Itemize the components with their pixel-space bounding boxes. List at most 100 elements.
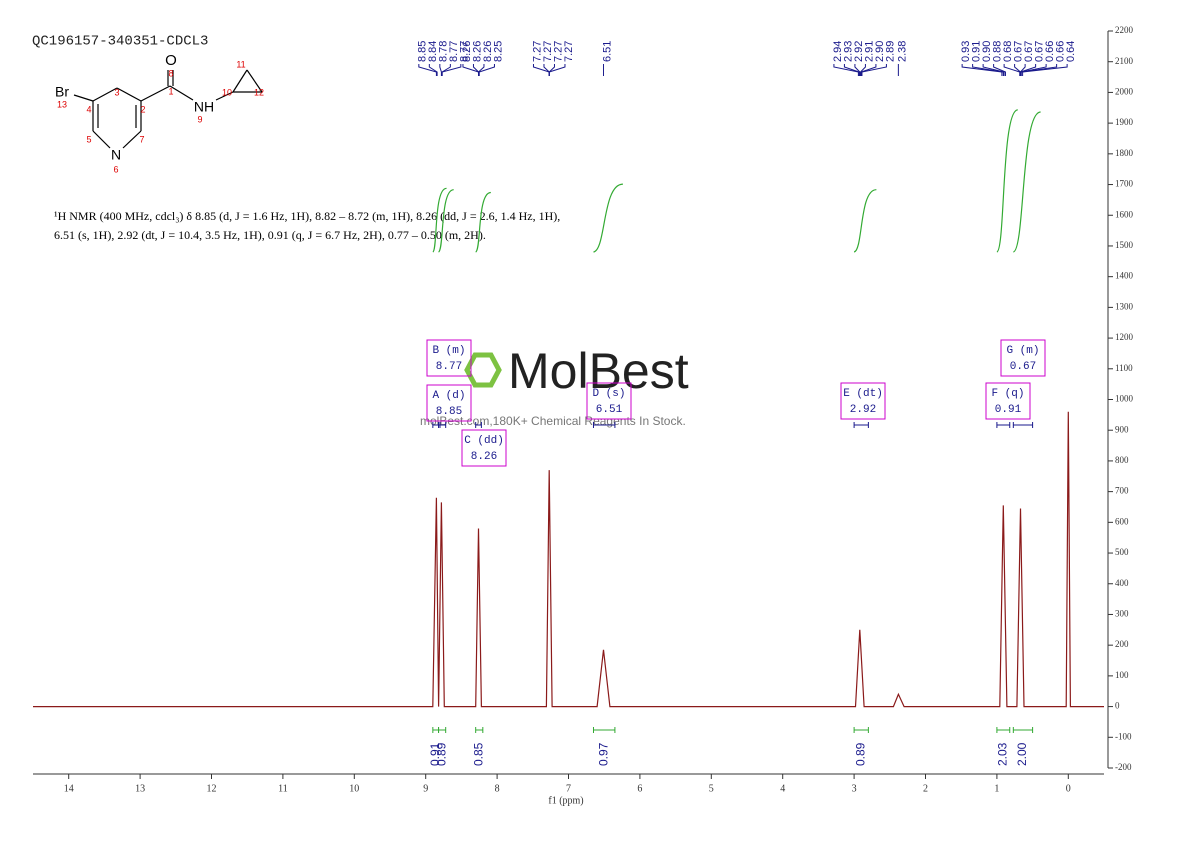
peak-label: 8.77: [448, 41, 460, 62]
x-axis-label: f1 (ppm): [548, 795, 583, 806]
peak-label: 2.90: [874, 41, 886, 62]
peak-connector: [993, 64, 1006, 76]
multiplet-range: [853, 422, 869, 428]
atom-label: 2: [140, 104, 145, 114]
y-tick-label: -200: [1115, 762, 1132, 772]
watermark-text: molBest.com,180K+ Chemical Reagents In S…: [420, 414, 686, 428]
peak-label: 8.26: [482, 41, 494, 62]
y-tick-label: 1200: [1115, 332, 1134, 342]
peak-label: 0.91: [971, 41, 983, 62]
peak-label: 7.27: [563, 41, 575, 62]
peak-label: 8.85: [417, 41, 429, 62]
integral-range: [438, 727, 447, 733]
multiplet-value: 2.92: [850, 404, 876, 416]
y-tick-label: 1700: [1115, 179, 1134, 189]
y-tick-label: 1400: [1115, 271, 1134, 281]
integral-range: [853, 727, 869, 733]
peak-label: 2.91: [863, 41, 875, 62]
peak-label: 8.25: [492, 41, 504, 62]
peak-connector: [833, 64, 859, 76]
peak-label: 7.27: [552, 41, 564, 62]
x-tick-label: 14: [64, 783, 74, 794]
peak-connector: [1020, 64, 1058, 76]
y-tick-label: 1900: [1115, 117, 1134, 127]
peak-connector: [860, 64, 877, 76]
peak-label: 8.77: [459, 41, 471, 62]
peak-connector: [961, 64, 1003, 76]
integral-value: 0.97: [596, 742, 610, 766]
integral-curve: [437, 189, 454, 253]
atom-label: 12: [254, 87, 264, 97]
peak-connector: [854, 64, 861, 76]
atom-label: Br: [55, 84, 69, 100]
atom-label: 5: [86, 134, 91, 144]
atom-label: 8: [168, 68, 173, 78]
integral-range: [475, 727, 484, 733]
multiplet-value: 8.85: [436, 406, 462, 418]
multiplet-label: B (m): [432, 345, 465, 357]
y-tick-label: 900: [1115, 424, 1129, 434]
peak-connector: [982, 64, 1005, 76]
integral-value: 0.85: [471, 742, 485, 766]
integral-range: [592, 727, 616, 733]
peak-connector: [543, 64, 550, 76]
peak-connector: [548, 64, 555, 76]
integral-curve: [996, 109, 1019, 253]
peak-connector: [478, 64, 495, 76]
multiplet-value: 8.26: [471, 451, 497, 463]
multiplet-box: [426, 339, 472, 377]
integral-value: 0.89: [853, 742, 867, 766]
peak-label: 2.93: [842, 41, 854, 62]
y-tick-label: 300: [1115, 609, 1129, 619]
multiplet-label: F (q): [991, 388, 1024, 400]
y-tick-label: -100: [1115, 731, 1132, 741]
y-tick-label: 1500: [1115, 240, 1134, 250]
peak-label: 8.78: [438, 41, 450, 62]
multiplet-box: [985, 382, 1031, 420]
atom-label: 1: [168, 86, 173, 96]
y-tick-label: 2100: [1115, 56, 1134, 66]
atom-label: 3: [114, 87, 119, 97]
multiplet-box: [461, 429, 507, 467]
x-tick-label: 1: [994, 783, 999, 794]
x-tick-label: 3: [852, 783, 857, 794]
integral-value: 0.91: [428, 742, 442, 766]
y-tick-label: 400: [1115, 578, 1129, 588]
peak-label: 8.26: [461, 41, 473, 62]
watermark-logo: MolBest: [508, 343, 689, 399]
y-tick-label: 1100: [1115, 363, 1133, 373]
atom-label: NH: [194, 99, 214, 115]
atom-label: 11: [236, 59, 245, 69]
integral-curve: [593, 183, 624, 253]
multiplet-label: E (dt): [843, 388, 883, 400]
x-tick-label: 7: [566, 783, 571, 794]
atom-label: 10: [222, 87, 232, 97]
peak-label: 0.90: [981, 41, 993, 62]
multiplet-value: 0.91: [995, 404, 1022, 416]
peak-connector: [472, 64, 480, 76]
multiplet-range: [475, 422, 482, 428]
multiplet-value: 0.67: [1010, 361, 1036, 373]
peak-connector: [861, 64, 887, 76]
peak-label: 0.93: [960, 41, 972, 62]
integral-value: 2.03: [995, 742, 1009, 766]
peak-connector: [439, 64, 442, 76]
y-tick-label: 0: [1115, 701, 1120, 711]
peak-label: 0.67: [1023, 41, 1035, 62]
peak-label: 8.26: [471, 41, 483, 62]
atom-label: N: [111, 147, 121, 163]
integral-curve: [432, 187, 447, 253]
peak-connector: [418, 64, 437, 76]
peak-connector: [428, 64, 438, 76]
peak-label: 0.67: [1013, 41, 1025, 62]
multiplet-range: [996, 422, 1011, 428]
multiplet-label: A (d): [432, 390, 465, 402]
multiplet-box: [840, 382, 886, 420]
watermark: [464, 352, 502, 388]
peak-label: 7.27: [542, 41, 554, 62]
peak-label: 0.67: [1034, 41, 1046, 62]
x-tick-label: 9: [423, 783, 428, 794]
y-tick-label: 1800: [1115, 148, 1134, 158]
integral-curve: [1012, 111, 1041, 253]
